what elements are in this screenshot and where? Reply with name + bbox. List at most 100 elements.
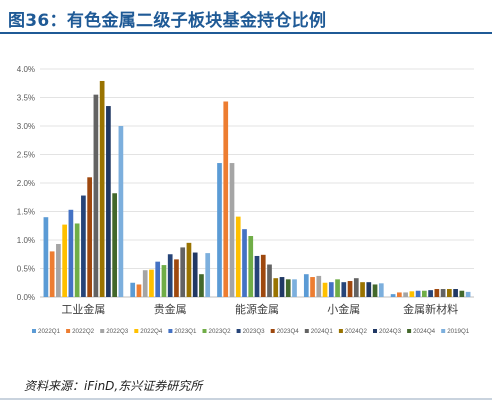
bar-2022Q1-4	[390, 294, 396, 297]
bar-2023Q4-0	[87, 177, 92, 297]
bar-2022Q3-4	[403, 292, 408, 297]
legend-label: 2022Q2	[72, 328, 95, 335]
y-axis-ticks: 0.0% 0.5% 1.0% 1.5% 2.0% 2.5% 3.0% 3.5% 4.0%	[17, 65, 35, 302]
source-note: 资料来源：iFinD,东兴证券研究所	[24, 379, 203, 393]
legend-swatch	[373, 329, 377, 333]
bar-2024Q4-4	[459, 290, 465, 297]
y-tick-label: 4.0%	[17, 65, 35, 74]
bar-2022Q3-1	[142, 270, 148, 297]
legend-swatch	[338, 329, 343, 333]
bar-2023Q3-4	[428, 290, 433, 297]
legend-label: 2024Q1	[311, 328, 334, 335]
bar-2024Q2-1	[186, 242, 192, 297]
legend-swatch	[441, 329, 446, 333]
legend-label: 2023Q2	[209, 328, 232, 335]
legend-swatch	[407, 329, 412, 333]
bar-2022Q4-1	[149, 269, 154, 297]
legend-label: 2023Q1	[174, 328, 197, 335]
legend-swatch	[168, 329, 173, 333]
bar-2024Q1-3	[353, 278, 359, 297]
x-tick-label: 金属新材料	[403, 302, 458, 316]
bar-2019Q1-3	[378, 283, 384, 297]
bar-2024Q4-2	[285, 279, 291, 297]
bar-2023Q4-1	[174, 259, 179, 297]
legend-label: 2024Q2	[345, 328, 368, 335]
bar-2023Q1-4	[415, 290, 421, 297]
title-underline	[0, 32, 492, 34]
bar-2024Q3-1	[192, 252, 198, 297]
y-tick-label: 3.5%	[17, 94, 35, 103]
bar-2024Q3-4	[453, 289, 458, 297]
bar-2023Q4-3	[347, 281, 353, 297]
bar-2023Q4-4	[434, 289, 440, 297]
bar-2024Q4-1	[199, 274, 204, 297]
bar-2024Q1-4	[440, 289, 446, 297]
legend-label: 2024Q4	[413, 328, 436, 335]
bar-2024Q2-3	[360, 282, 365, 297]
y-tick-label: 3.0%	[17, 122, 35, 131]
bar-2022Q4-0	[62, 224, 67, 297]
legend-label: 2022Q4	[140, 328, 163, 335]
legend-swatch	[270, 329, 275, 333]
legend-swatch	[66, 329, 71, 333]
x-tick-label: 工业金属	[61, 302, 105, 316]
bar-2023Q2-0	[74, 223, 80, 297]
bar-2022Q1-0	[43, 217, 49, 297]
bar-2022Q3-2	[229, 163, 235, 297]
bar-2023Q1-3	[328, 282, 334, 297]
legend-label: 2023Q4	[277, 328, 300, 335]
bar-2022Q2-2	[223, 101, 229, 298]
bars	[43, 80, 471, 298]
y-tick-label: 1.5%	[17, 208, 35, 217]
bar-2022Q2-3	[310, 277, 315, 297]
y-tick-label: 2.0%	[17, 179, 35, 188]
bar-2022Q4-2	[235, 216, 241, 297]
bar-2023Q1-1	[155, 261, 161, 297]
bar-2019Q1-4	[465, 291, 471, 297]
bar-2023Q2-1	[161, 265, 167, 297]
bar-2024Q4-3	[372, 284, 378, 297]
bar-2023Q3-2	[254, 255, 260, 297]
bar-2022Q2-4	[397, 292, 402, 297]
bar-2023Q2-2	[248, 236, 254, 297]
legend-swatch	[202, 329, 207, 333]
bar-2024Q4-0	[112, 193, 117, 297]
legend: 2022Q1 2022Q2 2022Q3 2022Q4 2023Q1 2023Q2 2023…	[32, 328, 470, 335]
bar-2024Q2-0	[99, 80, 105, 297]
y-tick-label: 1.0%	[17, 236, 35, 245]
x-tick-label: 贵金属	[154, 302, 187, 316]
bar-2023Q2-3	[335, 279, 340, 297]
bar-2024Q3-3	[366, 282, 372, 297]
bar-2022Q4-4	[409, 291, 415, 297]
legend-label: 2019Q1	[447, 328, 470, 335]
legend-label: 2022Q1	[38, 328, 61, 335]
figure-title: 图36：有色金属二级子板块基金持仓比例	[8, 11, 327, 31]
bar-2019Q1-1	[205, 253, 211, 297]
bar-2024Q1-2	[267, 264, 272, 297]
y-tick-label: 0.5%	[17, 265, 35, 274]
x-tick-label: 小金属	[327, 302, 360, 316]
bar-2022Q1-2	[217, 163, 222, 297]
bar-2024Q2-4	[447, 289, 452, 297]
bar-2024Q3-0	[106, 106, 111, 297]
bar-2022Q3-0	[56, 243, 61, 297]
bar-2023Q3-3	[341, 282, 347, 297]
bottom-divider	[0, 398, 492, 400]
bar-2023Q1-2	[242, 229, 247, 297]
bar-2023Q2-4	[422, 290, 427, 297]
bar-2024Q2-2	[273, 278, 279, 297]
legend-label: 2024Q3	[379, 328, 402, 335]
bar-2019Q1-0	[118, 126, 124, 297]
bar-2023Q1-0	[68, 209, 74, 297]
legend-swatch	[236, 329, 241, 333]
bar-2022Q3-3	[316, 275, 322, 297]
bar-chart: 0.0% 0.5% 1.0% 1.5% 2.0% 2.5% 3.0% 3.5% 4.0% 工业金…	[17, 65, 474, 335]
bar-2022Q1-1	[130, 282, 136, 297]
bar-2022Q2-0	[49, 251, 55, 297]
bar-2019Q1-2	[292, 279, 297, 297]
bar-2023Q3-0	[81, 195, 86, 297]
x-tick-label: 能源金属	[235, 302, 279, 316]
legend-swatch	[134, 329, 139, 333]
bar-2023Q4-2	[260, 254, 266, 297]
x-axis-ticks: 工业金属 贵金属 能源金属 小金属 金属新材料	[61, 302, 458, 316]
